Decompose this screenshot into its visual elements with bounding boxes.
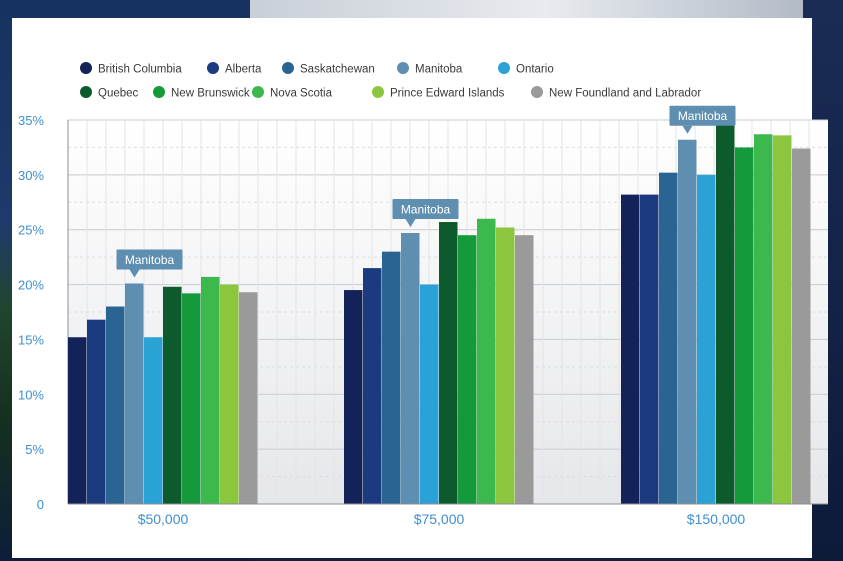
callout-pointer xyxy=(682,125,693,134)
annotations: Manitoba Manitoba Manitoba xyxy=(116,105,736,278)
bar xyxy=(621,194,640,504)
x-tick-label: $75,000 xyxy=(414,511,465,527)
legend-item: Ontario xyxy=(498,62,554,76)
legend-label: New Foundland and Labrador xyxy=(549,88,701,100)
bar xyxy=(477,218,496,504)
legend-swatch xyxy=(207,62,219,74)
bar xyxy=(773,135,792,505)
callout-pointer xyxy=(405,219,416,228)
legend-swatch xyxy=(498,62,510,74)
callout-pointer xyxy=(129,269,140,278)
legend-swatch xyxy=(531,86,543,98)
legend-label: Prince Edward Islands xyxy=(390,88,505,100)
bar xyxy=(239,292,258,504)
bar xyxy=(754,134,773,504)
legend-swatch xyxy=(252,86,264,98)
bar xyxy=(496,227,515,504)
y-tick-label: 25% xyxy=(18,223,44,238)
legend-swatch xyxy=(372,86,384,98)
legend-item: Alberta xyxy=(207,62,262,76)
legend-item: Manitoba xyxy=(397,62,463,76)
legend-swatch xyxy=(80,86,92,98)
callout-box xyxy=(392,199,459,220)
bar xyxy=(182,293,201,504)
y-tick-label: 10% xyxy=(18,387,44,402)
legend-label: Manitoba xyxy=(415,64,463,76)
legend-item: British Columbia xyxy=(80,62,182,76)
legend-item: Nova Scotia xyxy=(252,86,333,100)
legend: British Columbia Alberta Saskatchewan Manit… xyxy=(80,62,701,100)
legend-label: Quebec xyxy=(98,88,139,100)
manitoba-callout: Manitoba xyxy=(669,105,736,134)
bar xyxy=(640,194,659,504)
manitoba-callout: Manitoba xyxy=(116,249,183,278)
bar xyxy=(68,337,87,504)
legend-swatch xyxy=(282,62,294,74)
bar xyxy=(716,123,735,504)
bar xyxy=(144,337,163,504)
bar xyxy=(420,284,439,504)
y-tick-label: 35% xyxy=(18,113,44,128)
bar xyxy=(439,222,458,504)
callout-label: Manitoba xyxy=(401,203,451,217)
bar xyxy=(382,251,401,504)
callout-box xyxy=(669,105,736,126)
legend-swatch xyxy=(153,86,165,98)
x-axis: $50,000 $75,000 $150,000 xyxy=(68,503,828,527)
bar xyxy=(363,268,382,504)
y-tick-label: 20% xyxy=(18,278,44,293)
manitoba-callout: Manitoba xyxy=(392,199,459,228)
legend-label: Saskatchewan xyxy=(300,64,375,76)
bar xyxy=(678,139,697,504)
bar xyxy=(87,319,106,504)
bar xyxy=(106,306,125,504)
legend-swatch xyxy=(397,62,409,74)
bar xyxy=(401,233,420,504)
bar xyxy=(458,235,477,504)
legend-item: Saskatchewan xyxy=(282,62,375,76)
bar xyxy=(125,283,144,504)
y-tick-label: 15% xyxy=(18,332,44,347)
legend-item: New Foundland and Labrador xyxy=(531,86,701,100)
bar xyxy=(697,174,716,504)
y-tick-label: 0 xyxy=(37,497,44,512)
legend-item: Prince Edward Islands xyxy=(372,86,505,100)
y-tick-label: 30% xyxy=(18,168,44,183)
bar xyxy=(792,148,811,505)
y-axis: 0 5% 10% 15% 20% 25% 30% 35% xyxy=(18,113,69,512)
legend-label: Ontario xyxy=(516,64,554,76)
x-tick-label: $50,000 xyxy=(138,511,189,527)
bar xyxy=(220,284,239,504)
bar xyxy=(344,290,363,504)
legend-item: New Brunswick xyxy=(153,86,250,100)
legend-item: Quebec xyxy=(80,86,139,100)
callout-label: Manitoba xyxy=(125,253,175,267)
legend-label: British Columbia xyxy=(98,64,182,76)
y-tick-label: 5% xyxy=(25,442,44,457)
bar xyxy=(735,147,754,504)
x-tick-label: $150,000 xyxy=(687,511,746,527)
bars xyxy=(68,123,811,505)
bar xyxy=(163,286,182,504)
callout-label: Manitoba xyxy=(678,109,728,123)
bar xyxy=(659,172,678,505)
legend-label: Nova Scotia xyxy=(270,88,333,100)
bar xyxy=(515,235,534,504)
bar xyxy=(201,276,220,504)
legend-swatch xyxy=(80,62,92,74)
legend-label: New Brunswick xyxy=(171,88,250,100)
legend-label: Alberta xyxy=(225,64,262,76)
callout-box xyxy=(116,249,183,270)
